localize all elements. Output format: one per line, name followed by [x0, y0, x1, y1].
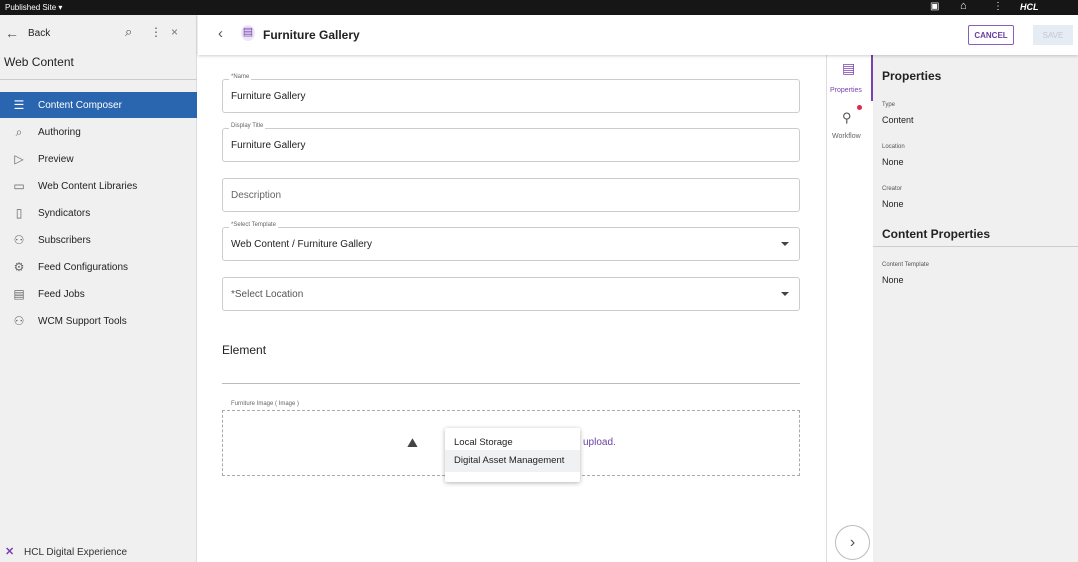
hcl-logo: HCL [1020, 2, 1039, 12]
template-label: *Select Template [229, 222, 278, 228]
sidebar: ← Back ⌕ ⋮ × Web Content ☰ Content Compos… [0, 15, 197, 562]
top-bar: Published Site ▾ ▣ ⌂ ⋮ HCL [0, 0, 1078, 15]
page-title: Furniture Gallery [263, 28, 360, 42]
sidebar-item-preview[interactable]: ▷ Preview [0, 146, 197, 172]
display-title-value: Furniture Gallery [231, 139, 306, 151]
side-rail: ▤ Properties ⚲ Workflow › [826, 55, 874, 562]
description-field[interactable]: Description [222, 178, 800, 212]
content-properties-title: Content Properties [882, 227, 991, 241]
content-template-value: None [882, 275, 904, 285]
hcl-logo-icon: ✕ [5, 546, 15, 558]
home-icon[interactable]: ⌂ [960, 0, 967, 12]
display-title-label: Display Title [229, 123, 266, 129]
creator-label: Creator [882, 186, 903, 192]
name-value: Furniture Gallery [231, 90, 306, 102]
image-field-label: Furniture Image ( Image ) [231, 401, 300, 407]
sidebar-item-feed-configurations[interactable]: ⚙ Feed Configurations [0, 254, 197, 280]
caret-down-icon [781, 292, 789, 296]
menu-item-dam[interactable]: Digital Asset Management [445, 450, 580, 472]
nav-label: Syndicators [38, 207, 91, 219]
chevron-left-icon[interactable]: ‹ [218, 25, 223, 42]
nav-label: Preview [38, 153, 74, 165]
sidebar-title: Web Content [4, 55, 74, 69]
location-label: Location [882, 144, 905, 150]
upload-source-menu: Local Storage Digital Asset Management [445, 428, 580, 482]
template-value: Web Content / Furniture Gallery [231, 238, 372, 250]
search-icon: ⌕ [15, 124, 23, 139]
document-icon: ▤ [241, 25, 255, 41]
more-icon[interactable]: ⋮ [993, 1, 1003, 12]
preview-icon[interactable]: ▣ [930, 1, 940, 12]
image-icon: ⛰ [407, 435, 418, 450]
back-button[interactable]: Back [28, 28, 51, 39]
gear-icon: ⚙ [13, 260, 25, 274]
nav-label: Subscribers [38, 234, 91, 246]
sidebar-item-feed-jobs[interactable]: ▤ Feed Jobs [0, 281, 197, 307]
footer-brand: HCL Digital Experience [24, 547, 128, 558]
nav-label: Web Content Libraries [38, 180, 138, 192]
template-select[interactable]: *Select Template Web Content / Furniture … [222, 222, 800, 261]
menu-item-local-storage[interactable]: Local Storage [454, 437, 513, 448]
type-value: Content [882, 115, 914, 125]
nav-label: Feed Configurations [38, 261, 129, 273]
nav-label: WCM Support Tools [38, 315, 127, 327]
workflow-icon[interactable]: ⚲ [842, 110, 852, 125]
upload-link[interactable]: upload. [583, 437, 616, 448]
site-label: Published Site [5, 3, 57, 12]
name-field[interactable]: *Name Furniture Gallery [222, 74, 800, 113]
sidebar-item-content-composer[interactable]: ☰ Content Composer [0, 92, 197, 118]
sidebar-item-authoring[interactable]: ⌕ Authoring [0, 119, 197, 145]
list-icon: ☰ [13, 98, 25, 112]
element-heading: Element [222, 343, 267, 357]
notification-dot [857, 105, 862, 110]
content-template-label: Content Template [882, 262, 929, 268]
divider [222, 383, 800, 384]
sidebar-item-wcm-support-tools[interactable]: ⚇ WCM Support Tools [0, 308, 197, 334]
document-icon: ▯ [15, 206, 23, 220]
location-placeholder: *Select Location [231, 288, 304, 300]
sidebar-item-libraries[interactable]: ▭ Web Content Libraries [0, 173, 197, 199]
location-value: None [882, 157, 904, 167]
properties-icon[interactable]: ▤ [842, 60, 856, 76]
more-icon[interactable]: ⋮ [150, 25, 162, 39]
site-selector[interactable]: Published Site ▾ [5, 3, 63, 12]
type-label: Type [882, 102, 896, 108]
caret-down-icon [781, 242, 789, 246]
header: ‹ ▤ Furniture Gallery CANCEL SAVE [198, 15, 1078, 55]
sidebar-item-subscribers[interactable]: ⚇ Subscribers [0, 227, 197, 253]
properties-panel: Properties Type Content Location None Cr… [873, 55, 1078, 562]
users-icon: ⚇ [13, 314, 25, 328]
play-icon: ▷ [14, 152, 24, 166]
sidebar-item-syndicators[interactable]: ▯ Syndicators [0, 200, 197, 226]
properties-title: Properties [882, 69, 942, 83]
users-icon: ⚇ [13, 233, 25, 247]
back-arrow-icon[interactable]: ← [5, 25, 19, 41]
folder-icon: ▭ [13, 179, 25, 193]
name-label: *Name [229, 74, 252, 80]
close-icon[interactable]: × [171, 25, 179, 39]
nav-label: Content Composer [38, 99, 122, 111]
display-title-field[interactable]: Display Title Furniture Gallery [222, 123, 800, 162]
location-select[interactable]: *Select Location [222, 277, 800, 311]
creator-value: None [882, 199, 904, 209]
clipboard-icon: ▤ [13, 287, 25, 301]
nav-label: Authoring [38, 126, 81, 138]
description-placeholder: Description [231, 189, 282, 201]
chevron-right-icon[interactable]: › [835, 525, 870, 560]
nav-label: Feed Jobs [38, 288, 85, 300]
save-button[interactable]: SAVE [1033, 25, 1073, 45]
properties-tab[interactable]: Properties [830, 87, 862, 94]
cancel-button[interactable]: CANCEL [968, 25, 1014, 45]
search-icon[interactable]: ⌕ [125, 24, 133, 39]
workflow-tab[interactable]: Workflow [832, 133, 861, 140]
